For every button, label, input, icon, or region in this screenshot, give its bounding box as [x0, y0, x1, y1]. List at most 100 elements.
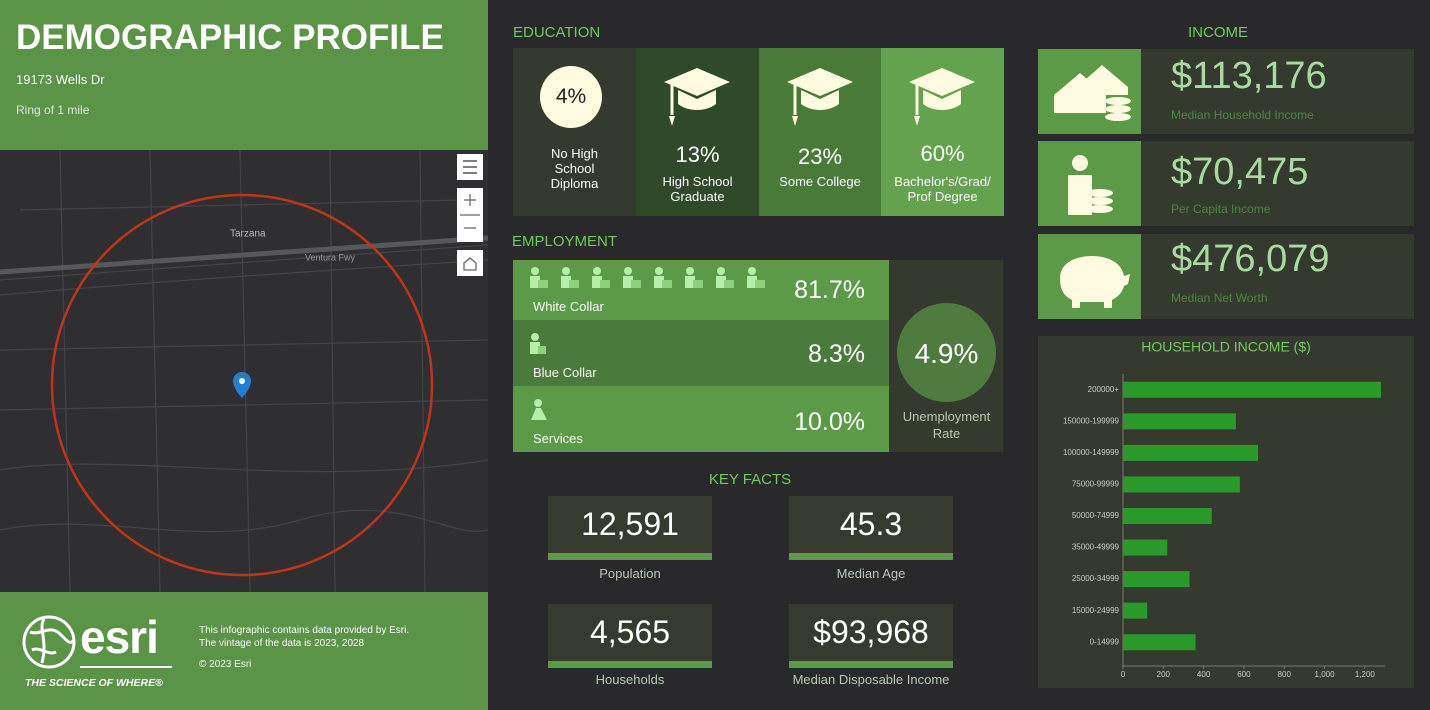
- income-value: $70,475: [1171, 151, 1309, 193]
- y-tick-label: 15000-24999: [1072, 606, 1120, 615]
- income-icon: [1038, 141, 1141, 226]
- emp-value: 10.0%: [794, 408, 865, 436]
- fact-label: Population: [599, 566, 661, 581]
- unemployment: 4.9% Unemployment Rate: [889, 260, 1003, 452]
- grad-cap: [787, 68, 853, 126]
- emp-row: Blue Collar 8.3%: [513, 320, 889, 386]
- unemp-label: Unemployment Rate: [902, 409, 991, 441]
- x-tick-label: 200: [1157, 670, 1171, 679]
- x-tick-label: 1,000: [1315, 670, 1336, 679]
- edu-value: 23%: [797, 144, 843, 169]
- income-label: Median Net Worth: [1171, 291, 1268, 305]
- edu-cell: 13% High School Graduate: [636, 48, 759, 216]
- grad-cap: [664, 68, 730, 126]
- income-chart: HOUSEHOLD INCOME ($) 0 200 400 600 800 1,000 1…: [1038, 336, 1414, 688]
- emp-row: White Collar 81.7%: [513, 260, 889, 320]
- fact-value: 4,565: [548, 604, 712, 668]
- worker-icon: [531, 399, 547, 420]
- income-card: $113,176 Median Household Income: [1038, 49, 1414, 134]
- income-card: $70,475 Per Capita Income: [1038, 141, 1414, 226]
- home-button[interactable]: [457, 250, 483, 276]
- fact-label: Median Disposable Income: [792, 672, 950, 687]
- fact-value: $93,968: [789, 604, 953, 668]
- fact-label: Households: [595, 672, 665, 687]
- chart-title: HOUSEHOLD INCOME ($): [1141, 339, 1311, 355]
- section-title: KEY FACTS: [708, 471, 792, 488]
- x-tick-label: 600: [1237, 670, 1251, 679]
- address: 19173 Wells Dr: [16, 72, 105, 87]
- map-label: Tarzana: [230, 229, 266, 240]
- y-tick-label: 25000-34999: [1072, 574, 1120, 583]
- unemp-value: 4.9%: [914, 338, 979, 369]
- esri-logo: esri: [80, 611, 159, 663]
- map-controls[interactable]: [457, 154, 483, 276]
- income-icon: [1038, 234, 1141, 319]
- esri-globe: [22, 615, 76, 669]
- ring: Ring of 1 mile: [16, 103, 90, 117]
- edu-label: High School Graduate: [662, 174, 733, 204]
- y-tick-label: 75000-99999: [1072, 480, 1120, 489]
- x-tick-label: 0: [1121, 670, 1126, 679]
- title: DEMOGRAPHIC PROFILE: [16, 18, 444, 57]
- section-title: INCOME: [1188, 24, 1248, 41]
- edu-label: Bachelor's/Grad/Prof Degree: [894, 174, 991, 204]
- emp-value: 8.3%: [808, 340, 865, 368]
- location-pin: [233, 372, 251, 398]
- disclaimer-line: The vintage of the data is 2023, 2028: [199, 638, 365, 649]
- edu-label: Some College: [779, 174, 861, 189]
- streets: [0, 150, 488, 592]
- emp-label: White Collar: [533, 299, 604, 314]
- bar: [1123, 602, 1148, 619]
- edu-value: 13%: [675, 142, 720, 167]
- bar: [1123, 381, 1381, 398]
- emp-label: Blue Collar: [533, 365, 597, 380]
- footer: esri THE SCIENCE OF WHERE® This infograp…: [0, 592, 488, 710]
- edu-circle: [540, 66, 602, 128]
- disclaimer-line: © 2023 Esri: [199, 659, 252, 670]
- x-tick-label: 800: [1278, 670, 1292, 679]
- freeway: [0, 235, 488, 275]
- ring-circle: [50, 193, 434, 577]
- y-tick-label: 0-14999: [1090, 637, 1120, 646]
- bar: [1123, 413, 1236, 430]
- fact-label: Median Age: [836, 566, 906, 581]
- worker-icon: [530, 333, 546, 354]
- bar: [1123, 634, 1196, 651]
- x-tick-label: 1,200: [1355, 670, 1376, 679]
- map-label: Ventura Fwy: [305, 252, 356, 262]
- income-card: $476,079 Median Net Worth: [1038, 234, 1414, 319]
- grad-cap: [909, 68, 975, 126]
- income-label: Per Capita Income: [1171, 202, 1271, 216]
- emp-label: Services: [533, 431, 583, 446]
- income-value: $476,079: [1171, 238, 1330, 280]
- x-tick-label: 400: [1197, 670, 1211, 679]
- fact-value: 12,591: [548, 496, 712, 560]
- map-bg: [0, 150, 488, 592]
- emp-row: Services 10.0%: [513, 386, 889, 452]
- bar: [1123, 571, 1190, 588]
- logo-rule: [80, 666, 172, 668]
- worker-icons: [530, 267, 765, 288]
- bar: [1123, 476, 1240, 493]
- tagline: THE SCIENCE OF WHERE®: [25, 677, 163, 689]
- edu-cell: 4% No High School Diploma: [513, 48, 636, 216]
- header: DEMOGRAPHIC PROFILE 19173 Wells Dr Ring …: [0, 0, 488, 150]
- map[interactable]: Tarzana Ventura Fwy: [0, 150, 488, 592]
- disclaimer: This infographic contains data provided …: [199, 624, 409, 671]
- edu-value: 4%: [555, 85, 587, 108]
- income-value: $113,176: [1171, 55, 1327, 97]
- income-icon: [1038, 49, 1141, 134]
- unemp-circle: [897, 303, 996, 402]
- edu-cell: 60% Bachelor's/Grad/Prof Degree: [881, 48, 1004, 216]
- bar: [1123, 508, 1212, 524]
- edu-label: No High School Diploma: [550, 146, 599, 191]
- y-tick-label: 35000-49999: [1072, 543, 1120, 552]
- edu-cell: 23% Some College: [759, 48, 881, 216]
- income-label: Median Household Income: [1171, 108, 1314, 122]
- y-tick-label: 100000-149999: [1063, 448, 1120, 457]
- y-tick-label: 50000-74999: [1072, 511, 1120, 520]
- y-tick-label: 200000+: [1088, 385, 1120, 394]
- bar: [1123, 539, 1168, 556]
- fact-value: 45.3: [789, 496, 953, 560]
